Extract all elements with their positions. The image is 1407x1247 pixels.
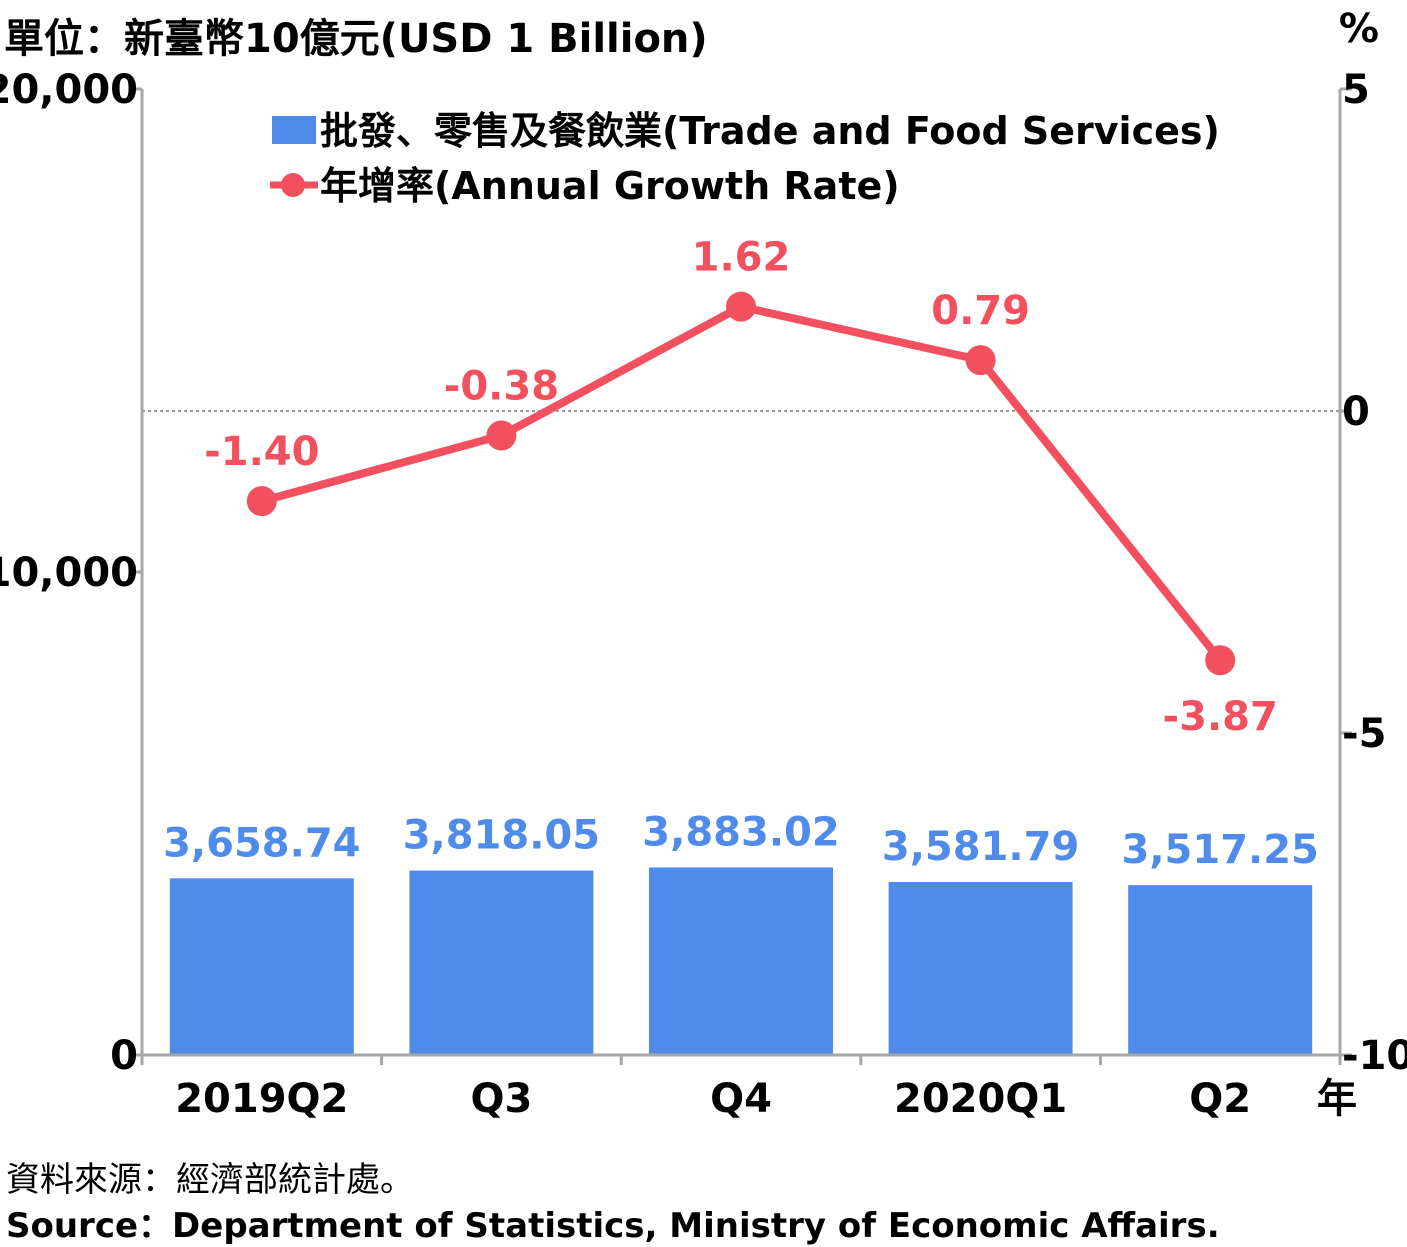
right-axis-tick-label: -10 xyxy=(1342,1033,1407,1079)
source-note-chinese: 資料來源：經濟部統計處。 xyxy=(6,1160,414,1200)
right-axis-tick-label: -5 xyxy=(1342,711,1386,757)
bar-q2 xyxy=(1128,885,1313,1055)
growth-rate-label: -3.87 xyxy=(1163,694,1278,740)
growth-rate-point xyxy=(246,486,277,517)
right-axis-tick-label: 0 xyxy=(1342,389,1370,435)
growth-rate-line xyxy=(260,302,1224,663)
right-axis-unit-label: % xyxy=(1338,6,1379,52)
growth-rate-point xyxy=(1205,645,1236,676)
left-axis-unit-label: 單位：新臺幣10億元(USD 1 Billion) xyxy=(4,16,708,62)
source-note-english: Source：Department of Statistics, Ministr… xyxy=(6,1206,1220,1246)
bar-q4 xyxy=(649,867,833,1055)
x-axis-category-label: Q3 xyxy=(470,1076,532,1122)
growth-rate-label: 1.62 xyxy=(692,235,791,281)
growth-rate-point xyxy=(965,345,996,376)
bar-value-label: 3,658.74 xyxy=(163,820,360,866)
left-axis-tick-label: 0 xyxy=(110,1033,138,1079)
bar-value-label: 3,517.25 xyxy=(1122,827,1319,873)
legend-bar-label: 批發、零售及餐飲業(Trade and Food Services) xyxy=(320,109,1220,153)
growth-rate-point xyxy=(486,420,517,451)
bar-value-label: 3,581.79 xyxy=(882,824,1079,870)
legend-bar-swatch xyxy=(272,116,316,144)
bar-2020q1 xyxy=(888,881,1073,1055)
x-axis-category-label: 2020Q1 xyxy=(894,1076,1067,1122)
bar-value-label: 3,818.05 xyxy=(403,813,600,859)
x-axis-unit-label: 年 xyxy=(1317,1076,1357,1122)
left-axis-tick-label: 20,000 xyxy=(0,67,138,113)
legend-line-marker xyxy=(281,173,305,197)
legend-line-label: 年增率(Annual Growth Rate) xyxy=(320,164,900,208)
growth-rate-label: 0.79 xyxy=(931,288,1030,334)
x-axis-category-label: 2019Q2 xyxy=(175,1076,348,1122)
growth-rate-label: -0.38 xyxy=(444,363,559,409)
growth-rate-point xyxy=(726,291,756,322)
growth-rate-label: -1.40 xyxy=(204,429,319,475)
bar-2019q2 xyxy=(169,878,354,1055)
x-axis-category-label: Q2 xyxy=(1189,1076,1251,1122)
x-axis-category-label: Q4 xyxy=(710,1076,772,1122)
bar-q3 xyxy=(409,870,594,1055)
left-axis-tick-label: 10,000 xyxy=(0,550,138,596)
bar-value-label: 3,883.02 xyxy=(642,809,839,855)
right-axis-tick-label: 5 xyxy=(1342,67,1370,113)
